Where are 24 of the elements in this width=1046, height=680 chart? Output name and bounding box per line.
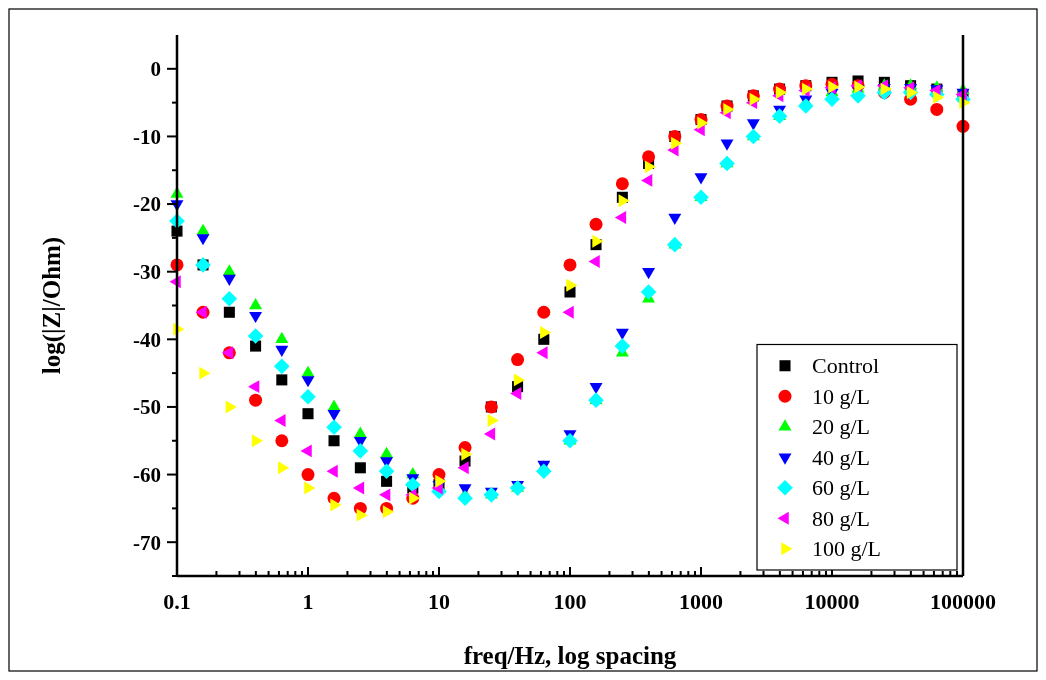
- legend-label: 100 g/L: [812, 536, 882, 562]
- y-tick-label: -20: [133, 192, 161, 217]
- legend-label: Control: [812, 353, 880, 379]
- legend-label: 60 g/L: [812, 475, 871, 501]
- y-tick-label: -40: [133, 327, 161, 352]
- x-axis-title: freq/Hz, log spacing: [463, 642, 677, 669]
- y-tick-label: 0: [150, 57, 161, 82]
- x-tick-label: 1000: [679, 589, 723, 614]
- x-tick-label: 0.1: [163, 589, 191, 614]
- legend-label: 10 g/L: [812, 383, 871, 409]
- y-axis-title: log(|Z|/Ohm): [38, 236, 66, 375]
- y-tick-label: -60: [133, 462, 161, 487]
- x-tick-label: 100000: [930, 589, 996, 614]
- x-tick-label: 10: [428, 589, 450, 614]
- legend-label: 40 g/L: [812, 444, 871, 470]
- legend-label: 80 g/L: [812, 505, 871, 531]
- y-tick-label: -30: [133, 260, 161, 285]
- x-tick-label: 100: [553, 589, 587, 614]
- y-tick-label: -50: [133, 395, 161, 420]
- legend-label: 20 g/L: [812, 414, 871, 440]
- y-tick-label: -10: [133, 124, 161, 149]
- x-tick-label: 1: [302, 589, 314, 614]
- y-tick-label: -70: [133, 530, 161, 555]
- x-tick-label: 10000: [804, 589, 860, 614]
